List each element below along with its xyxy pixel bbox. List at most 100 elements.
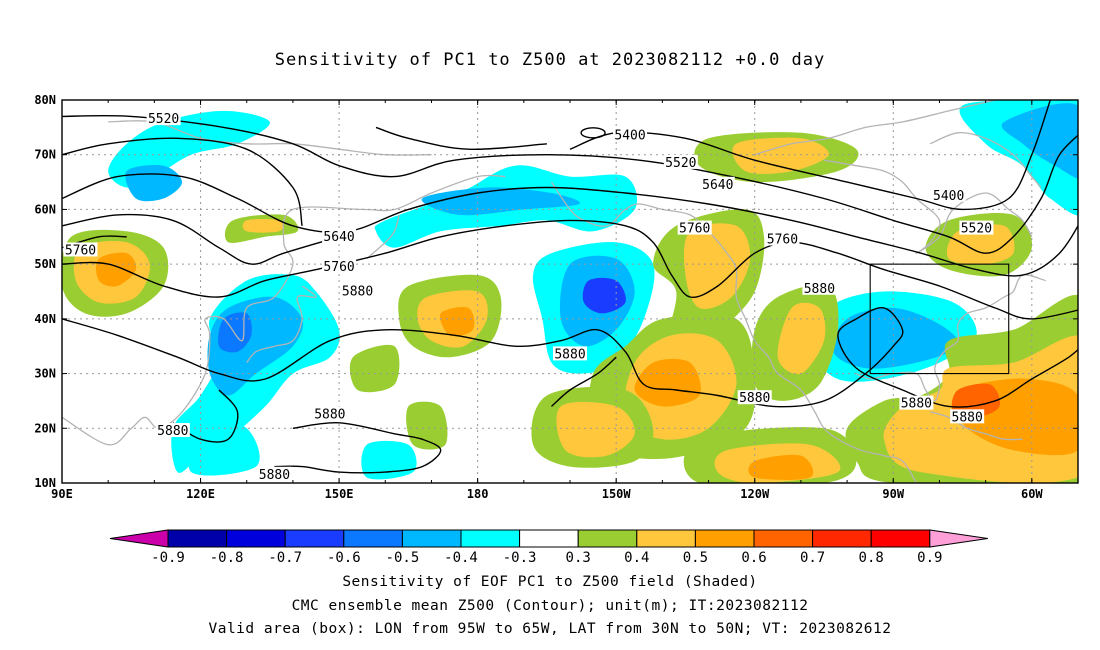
colorbar-label-2: -0.7 [268, 550, 302, 566]
coastline-6 [823, 159, 1033, 254]
colorbar-label-5: -0.4 [444, 550, 478, 566]
colorbar-label-9: 0.5 [683, 550, 708, 566]
contour-label-bg [802, 280, 837, 295]
contour-label-bg [663, 154, 698, 169]
lat-label-40N: 40N [34, 312, 56, 326]
shade-neg_weak-15 [1001, 103, 1078, 179]
z500-contour-11 [551, 356, 617, 407]
contour-label-16: 5880 [952, 410, 983, 425]
colorbar-swatch-8 [577, 529, 638, 548]
z500-contour-10 [274, 422, 442, 474]
contour-label-bg [312, 406, 347, 421]
contour-label-bg [146, 111, 181, 126]
contour-label-bg [340, 283, 375, 298]
contour-label-18: 5880 [157, 424, 188, 439]
colorbar-left-arrow [109, 529, 169, 548]
colorbar-label-4: -0.5 [386, 550, 420, 566]
z500-contour-6 [62, 219, 1078, 320]
lon-label-60W: 60W [1021, 487, 1043, 501]
contour-label-bg [950, 409, 985, 424]
lon-label-180: 180 [467, 487, 489, 501]
colorbar: -0.9 -0.8 -0.7 -0.6 -0.5 -0.4 -0.3 0.3 0.4 0.5 0.6… [109, 529, 988, 566]
contour-label-3: 5640 [702, 178, 733, 193]
lat-label-20N: 20N [34, 421, 56, 435]
shade-pos_mid-23 [439, 306, 475, 337]
shade-neg_weak-13 [832, 307, 959, 369]
colorbar-label-8: 0.4 [624, 550, 649, 566]
contour-label-bg [737, 390, 772, 405]
contour-label-4: 5400 [933, 189, 964, 204]
colorbar-swatch-1 [167, 529, 228, 548]
coastline-2 [366, 214, 400, 260]
caption-contour: CMC ensemble mean Z500 (Contour); unit(m… [291, 598, 809, 614]
contour-label-bg [613, 127, 648, 142]
contour-label-bg [257, 466, 292, 481]
z500-contour-closed [580, 127, 606, 139]
z500-contours [62, 100, 1078, 474]
colorbar-label-3: -0.6 [327, 550, 361, 566]
lon-label-90W: 90W [882, 487, 904, 501]
coastlines [62, 100, 1046, 483]
shade-pos_mid-44 [748, 454, 814, 480]
colorbar-label-13: 0.9 [917, 550, 942, 566]
lat-label-50N: 50N [34, 257, 56, 271]
contour-label-13: 5880 [554, 347, 585, 362]
z500-contour-3 [62, 137, 303, 226]
contour-labels: 5520 5400 5520 5640 5400 5520 5760 5760 5760 5640… [63, 111, 994, 483]
contour-label-7: 5760 [767, 233, 798, 248]
z500-contour-5 [62, 213, 340, 265]
colorbar-label-0: -0.9 [151, 550, 185, 566]
valid-area-box [869, 263, 1010, 375]
contour-label-bg [677, 220, 712, 235]
shade-pos_weak-26 [732, 137, 829, 174]
contour-label-bg [765, 231, 800, 246]
lon-label-150W: 150W [602, 487, 632, 501]
lat-label-10N: 10N [34, 476, 56, 490]
shade-pos_weak-28 [683, 223, 751, 309]
colorbar-label-7: 0.3 [566, 550, 591, 566]
shade-pos_mid-31 [634, 358, 701, 407]
z500-contour-9 [172, 389, 239, 443]
colorbar-label-10: 0.6 [741, 550, 766, 566]
contour-label-10: 5760 [323, 260, 354, 275]
shade-pos_weak-20 [242, 218, 284, 233]
contour-label-1: 5400 [614, 129, 645, 144]
colorbar-swatch-13 [870, 529, 931, 548]
coastline-1 [246, 285, 317, 364]
shade-pos_weak-33 [777, 302, 826, 375]
colorbar-swatch-3 [284, 529, 345, 548]
contour-label-15: 5880 [901, 397, 932, 412]
caption-valid-area: Valid area (box): LON from 95W to 65W, L… [208, 621, 892, 637]
colorbar-swatch-7 [519, 529, 579, 548]
shade-pos_weak-41 [556, 401, 635, 458]
colorbar-swatch-6 [460, 529, 521, 548]
z500-contour-1 [375, 126, 547, 151]
colorbar-swatch-10 [694, 529, 755, 548]
coastline-7 [754, 100, 996, 156]
coastline-5 [930, 411, 1023, 441]
shade-pos_light-45 [406, 401, 448, 450]
coastline-8 [929, 131, 1042, 188]
colorbar-swatch-4 [343, 529, 403, 548]
shade-neg_light-6 [361, 440, 417, 480]
shade-neg_light-5 [188, 419, 260, 476]
coastline-3 [550, 181, 917, 483]
lat-label-60N: 60N [34, 202, 56, 216]
colorbar-swatch-9 [636, 529, 696, 548]
lon-label-90E: 90E [51, 487, 73, 501]
contour-label-bg [931, 187, 966, 202]
colorbar-right-arrow [929, 529, 988, 548]
contour-label-9: 5640 [323, 230, 354, 245]
z500-contour-4 [62, 173, 1078, 277]
lon-label-150E: 150E [325, 487, 354, 501]
shade-neg_weak-1 [125, 164, 183, 202]
plot-title: Sensitivity of PC1 to Z500 at 2023082112… [274, 50, 826, 70]
coastline-4 [856, 274, 1046, 402]
colorbar-swatch-12 [812, 529, 872, 548]
contour-label-bg [63, 242, 98, 257]
z500-contour-0 [569, 100, 1051, 211]
contour-label-11: 5880 [342, 285, 373, 300]
contour-label-17: 5880 [314, 408, 345, 423]
contour-label-14: 5880 [739, 391, 770, 406]
